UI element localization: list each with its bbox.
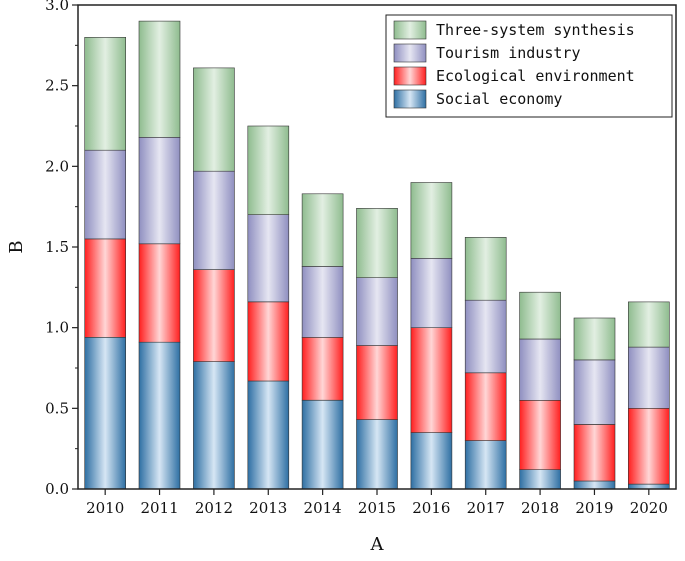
x-tick-label-2016: 2016 <box>412 499 450 517</box>
bar-three-system-synthesis-2017 <box>464 237 507 301</box>
bar-tourism-industry-2020 <box>627 346 670 409</box>
bar-three-system-synthesis-2020 <box>627 301 670 348</box>
bars-layer <box>84 20 670 490</box>
y-tick-label: 0.5 <box>45 399 69 417</box>
bar-ecological-environment-2017 <box>464 372 507 441</box>
x-tick-label-2020: 2020 <box>630 499 668 517</box>
bar-ecological-environment-2016 <box>410 327 453 433</box>
y-tick-label: 2.0 <box>45 157 69 175</box>
x-tick-label-2012: 2012 <box>195 499 233 517</box>
bar-ecological-environment-2019 <box>573 424 616 482</box>
legend: Three-system synthesis Tourism industry Ec… <box>385 14 673 118</box>
bar-social-economy-2015 <box>356 419 398 490</box>
bar-tourism-industry-2010 <box>84 149 126 240</box>
x-axis-title: A <box>370 534 385 555</box>
legend-swatch-three-system-synthesis <box>393 20 427 40</box>
bar-ecological-environment-2014 <box>301 336 344 401</box>
y-axis: 0.0 0.5 1.0 1.5 2.0 2.5 3.0 <box>45 0 78 498</box>
y-tick-label: 1.0 <box>45 319 69 337</box>
legend-swatch-social-economy <box>393 89 427 109</box>
legend-label-three-system-synthesis: Three-system synthesis <box>436 21 635 39</box>
bar-three-system-synthesis-2019 <box>573 317 616 361</box>
bar-three-system-synthesis-2011 <box>138 20 181 138</box>
bar-social-economy-2011 <box>138 341 181 490</box>
bar-ecological-environment-2011 <box>138 243 181 343</box>
x-tick-label-2013: 2013 <box>249 499 287 517</box>
bar-three-system-synthesis-2012 <box>193 67 235 172</box>
bar-ecological-environment-2013 <box>247 301 290 382</box>
y-tick-label: 3.0 <box>45 0 69 14</box>
y-axis-title: B <box>6 240 27 253</box>
legend-label-ecological-environment: Ecological environment <box>436 67 635 85</box>
bar-ecological-environment-2018 <box>519 399 561 470</box>
y-tick-label: 2.5 <box>45 77 69 95</box>
bar-tourism-industry-2012 <box>193 170 235 270</box>
bar-social-economy-2016 <box>410 432 453 490</box>
legend-box <box>385 14 673 118</box>
bar-tourism-industry-2011 <box>138 137 181 245</box>
bar-three-system-synthesis-2013 <box>247 125 290 215</box>
bar-social-economy-2012 <box>193 361 235 490</box>
bar-social-economy-2013 <box>247 380 290 490</box>
x-tick-label-2010: 2010 <box>86 499 124 517</box>
bar-tourism-industry-2019 <box>573 359 616 425</box>
bar-three-system-synthesis-2015 <box>356 208 398 279</box>
bar-social-economy-2017 <box>464 440 507 490</box>
bar-tourism-industry-2018 <box>519 338 561 401</box>
bar-tourism-industry-2015 <box>356 277 398 346</box>
bar-tourism-industry-2017 <box>464 299 507 374</box>
x-tick-label-2019: 2019 <box>575 499 613 517</box>
bar-ecological-environment-2010 <box>84 238 126 338</box>
legend-swatch-ecological-environment <box>393 66 427 86</box>
x-tick-label-2014: 2014 <box>304 499 342 517</box>
legend-swatch-tourism-industry <box>393 43 427 63</box>
y-tick-label: 0.0 <box>45 480 69 498</box>
y-tick-label: 1.5 <box>45 238 69 256</box>
legend-label-social-economy: Social economy <box>436 90 562 108</box>
bar-tourism-industry-2013 <box>247 214 290 303</box>
bar-ecological-environment-2020 <box>627 407 670 485</box>
x-tick-label-2017: 2017 <box>467 499 505 517</box>
bar-social-economy-2019 <box>573 480 616 490</box>
bar-tourism-industry-2016 <box>410 257 453 328</box>
x-axis: 2010 2011 2012 2013 2014 2015 2016 2017 2018 2019… <box>86 489 668 517</box>
bar-social-economy-2018 <box>519 469 561 490</box>
x-tick-label-2011: 2011 <box>140 499 178 517</box>
bar-three-system-synthesis-2014 <box>301 193 344 267</box>
x-tick-label-2015: 2015 <box>358 499 396 517</box>
bar-social-economy-2010 <box>84 336 126 490</box>
x-tick-label-2018: 2018 <box>521 499 559 517</box>
legend-label-tourism-industry: Tourism industry <box>436 44 581 62</box>
bar-tourism-industry-2014 <box>301 266 344 338</box>
bar-three-system-synthesis-2018 <box>519 291 561 340</box>
bar-ecological-environment-2012 <box>193 269 235 362</box>
bar-three-system-synthesis-2010 <box>84 36 126 151</box>
bar-three-system-synthesis-2016 <box>410 182 453 259</box>
bar-social-economy-2014 <box>301 399 344 490</box>
bar-ecological-environment-2015 <box>356 345 398 420</box>
